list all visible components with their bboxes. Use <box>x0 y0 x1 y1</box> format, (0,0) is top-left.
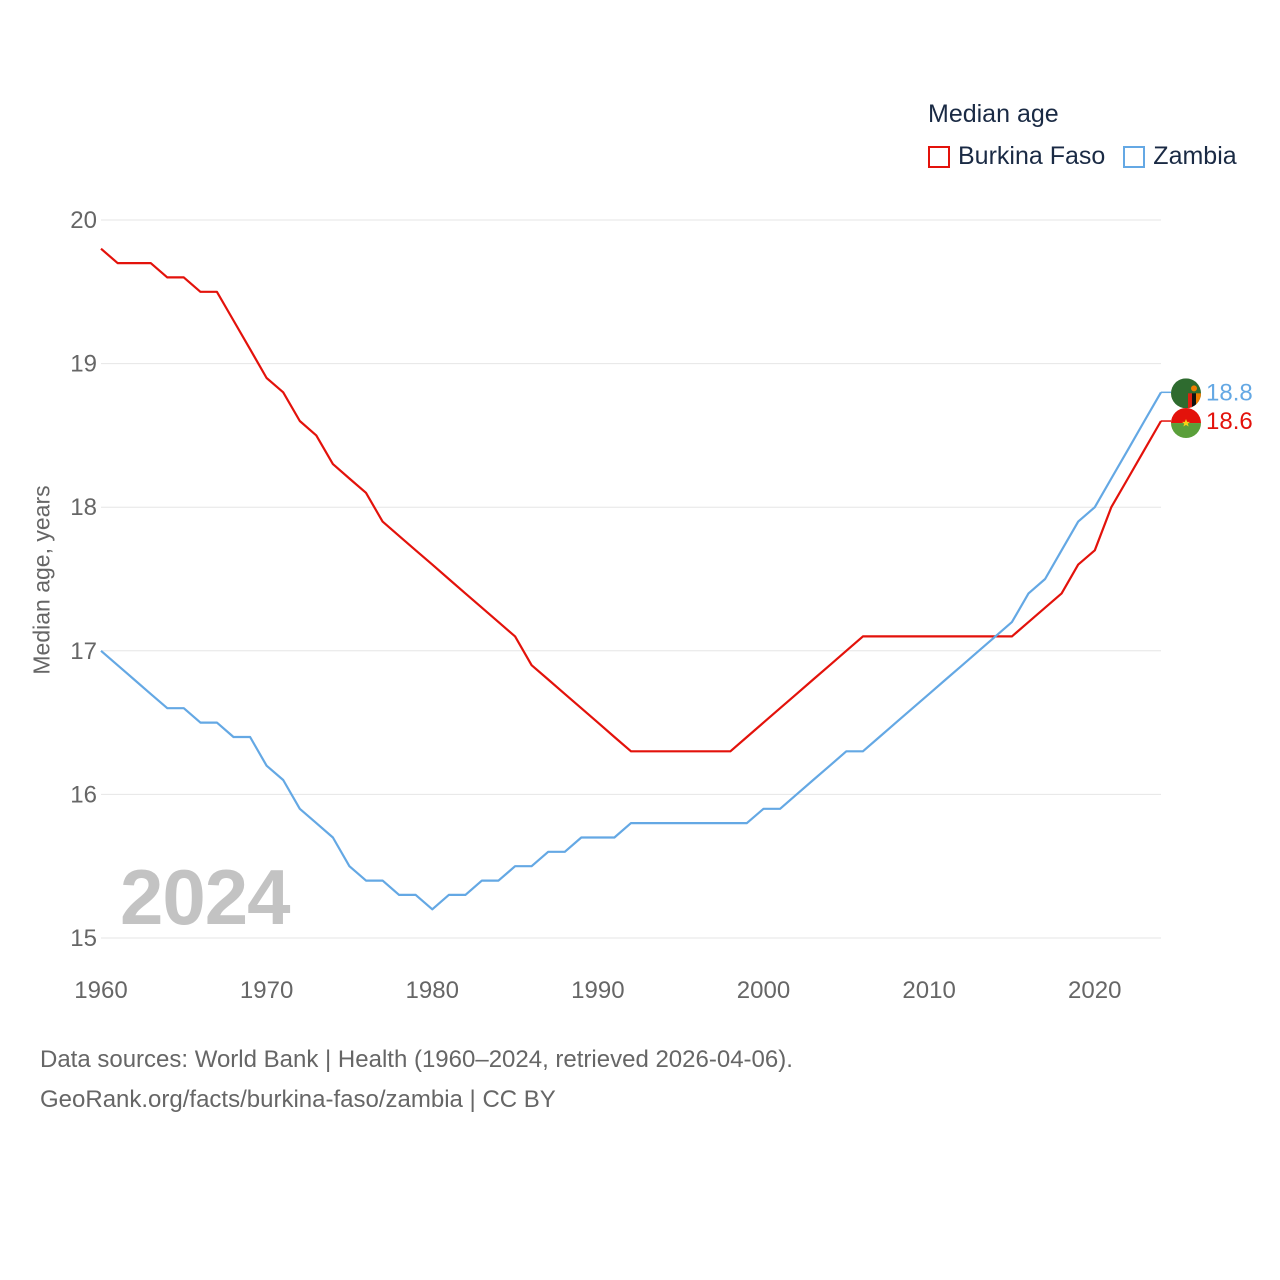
x-tick-label: 2000 <box>737 977 790 1004</box>
x-axis-ticks: 1960 1970 1980 1990 2000 2010 2020 <box>74 977 1121 1004</box>
y-tick-label: 17 <box>70 638 97 665</box>
legend-item-burkina-faso[interactable]: Burkina Faso <box>928 142 1105 171</box>
footer-sources: Data sources: World Bank | Health (1960–… <box>40 1046 793 1073</box>
x-tick-label: 1990 <box>571 977 624 1004</box>
gridlines <box>101 219 1161 939</box>
burkina-faso-flag-icon <box>1171 408 1201 439</box>
y-tick-label: 19 <box>70 351 97 378</box>
legend-label-burkina-faso: Burkina Faso <box>958 142 1106 170</box>
legend-item-zambia[interactable]: Zambia <box>1123 142 1237 171</box>
x-tick-label: 2020 <box>1068 977 1121 1004</box>
footer-attribution: GeoRank.org/facts/burkina-faso/zambia | … <box>40 1086 556 1113</box>
y-axis-ticks: 15 16 17 18 19 20 <box>70 207 97 952</box>
series-lines: 18.618.8 <box>100 247 1253 911</box>
x-tick-label: 1970 <box>240 977 293 1004</box>
end-value-label-zambia: 18.8 <box>1206 379 1253 406</box>
series-line-zambia <box>100 391 1162 911</box>
x-tick-label: 2010 <box>902 977 955 1004</box>
legend-swatch-zambia <box>1123 145 1146 168</box>
series-end-markers <box>1171 378 1201 439</box>
y-tick-label: 16 <box>70 781 97 808</box>
y-tick-label: 20 <box>70 207 97 234</box>
x-tick-label: 1980 <box>406 977 459 1004</box>
y-tick-label: 18 <box>70 494 97 521</box>
legend: Burkina Faso Zambia <box>928 142 1255 171</box>
y-axis-label: Median age, years <box>28 485 55 675</box>
legend-swatch-burkina-faso <box>928 145 950 168</box>
x-tick-label: 1960 <box>74 977 127 1004</box>
y-tick-label: 15 <box>70 925 97 952</box>
series-line-burkina-faso <box>100 247 1162 753</box>
legend-label-zambia: Zambia <box>1153 142 1237 170</box>
end-value-label-burkina-faso: 18.6 <box>1206 408 1253 435</box>
legend-title: Median age <box>928 100 1059 128</box>
year-watermark: 2024 <box>120 853 291 941</box>
zambia-flag-icon <box>1171 378 1201 409</box>
